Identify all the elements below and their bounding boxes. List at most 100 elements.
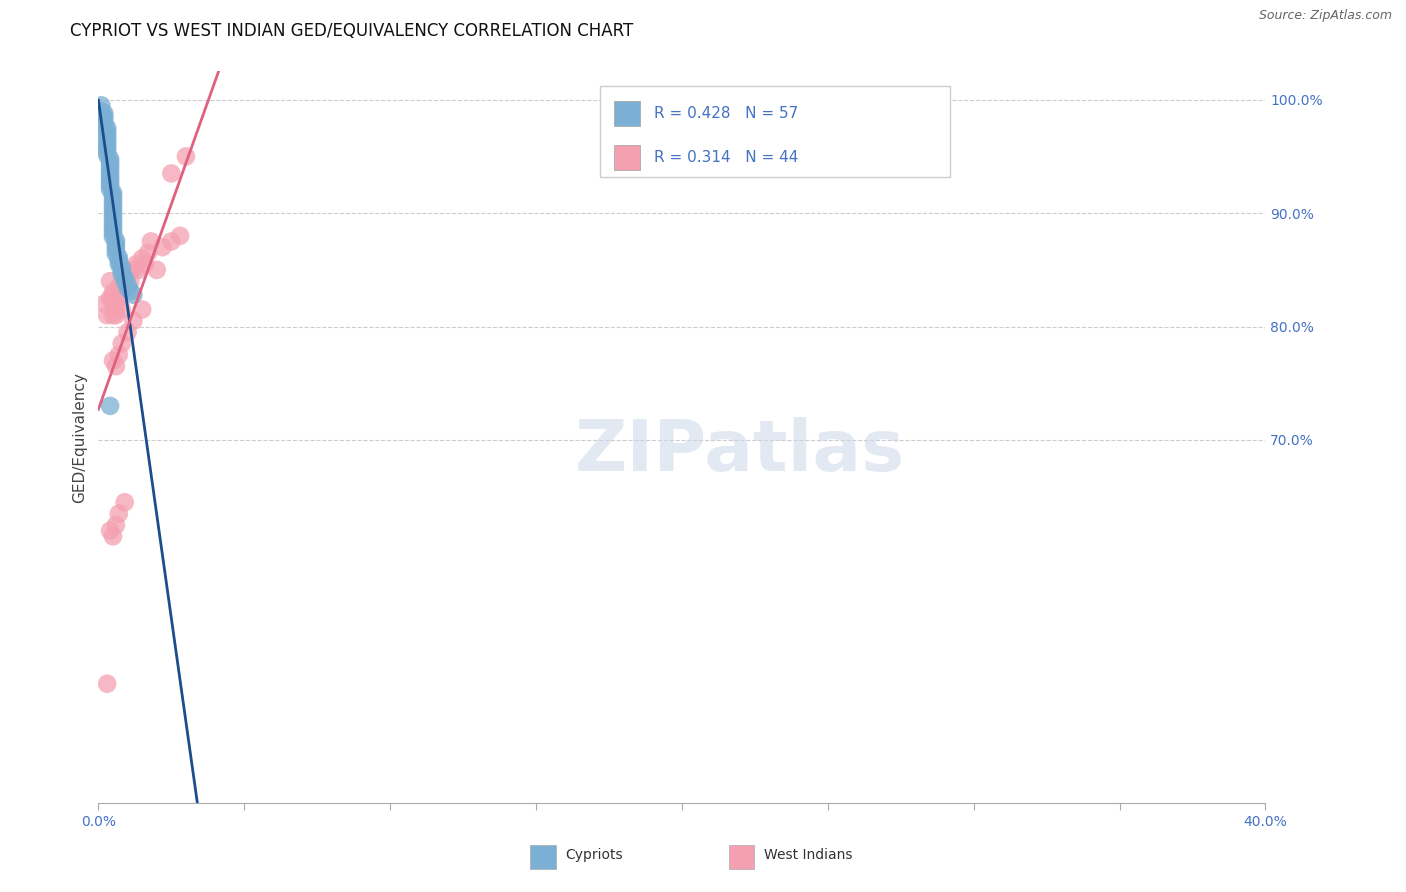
Point [101,195,124,210]
Point [98,159,121,173]
Point [98,169,121,183]
Point [101,227,124,241]
Point [111,302,134,317]
Point [108,253,131,268]
Point [90,98,112,112]
Point [93,297,115,311]
Point [114,270,136,285]
Point [90,103,112,118]
Point [136,245,159,260]
Point [98,182,121,196]
Point [122,314,145,328]
Point [96,308,118,322]
Point [117,325,139,339]
Point [96,145,118,159]
Point [117,281,139,295]
Point [93,118,115,132]
Point [104,518,127,533]
Text: R = 0.314   N = 44: R = 0.314 N = 44 [654,150,799,165]
Text: Cypriots: Cypriots [565,848,623,863]
Point [101,216,124,230]
Point [117,277,139,292]
Point [101,202,124,217]
Point [111,285,134,300]
Point [98,155,121,169]
Point [98,172,121,186]
Point [174,149,197,163]
Point [101,189,124,203]
Point [131,252,153,266]
Point [104,308,127,322]
Point [108,291,131,305]
Text: West Indians: West Indians [763,848,852,863]
Point [98,399,121,413]
Point [152,240,174,254]
Point [101,186,124,200]
Point [98,291,121,305]
Point [101,285,124,300]
Point [108,348,131,362]
Point [111,268,134,282]
Point [93,113,115,128]
Point [101,230,124,244]
Point [101,353,124,368]
Point [114,495,136,509]
Point [108,507,131,521]
Point [160,166,183,180]
Point [98,161,121,176]
Point [134,257,156,271]
Point [108,280,131,294]
Point [98,152,121,166]
Point [101,291,124,305]
Point [169,228,191,243]
Point [122,287,145,301]
Point [96,128,118,142]
Point [101,206,124,220]
Point [120,285,142,299]
Bar [530,846,555,869]
Point [96,135,118,149]
Text: ZIPatlas: ZIPatlas [575,417,905,486]
Point [128,262,150,277]
Point [160,235,183,249]
Point [117,268,139,283]
Bar [614,145,640,169]
Point [98,165,121,179]
Point [101,199,124,213]
Point [98,176,121,190]
Point [104,233,127,247]
Point [96,141,118,155]
Point [96,121,118,136]
Point [146,262,169,277]
Point [101,213,124,227]
Text: R = 0.428   N = 57: R = 0.428 N = 57 [654,106,799,121]
Point [98,524,121,538]
Point [131,302,153,317]
Point [98,178,121,193]
Point [114,274,136,288]
FancyBboxPatch shape [600,86,950,178]
Point [139,235,162,249]
Text: CYPRIOT VS WEST INDIAN GED/EQUIVALENCY CORRELATION CHART: CYPRIOT VS WEST INDIAN GED/EQUIVALENCY C… [70,22,634,40]
Y-axis label: GED/Equivalency: GED/Equivalency [72,372,87,502]
Point [93,110,115,124]
Point [111,264,134,278]
Point [120,274,142,288]
Point [101,219,124,234]
Point [101,529,124,543]
Point [101,210,124,224]
Point [108,250,131,264]
Point [104,247,127,261]
Point [104,240,127,254]
Point [93,106,115,120]
Point [98,274,121,288]
Point [117,280,139,294]
Point [96,138,118,153]
Point [125,257,148,271]
Point [111,336,134,351]
Point [101,308,124,322]
Point [114,274,136,288]
Point [104,297,127,311]
Point [104,236,127,251]
Point [96,131,118,145]
